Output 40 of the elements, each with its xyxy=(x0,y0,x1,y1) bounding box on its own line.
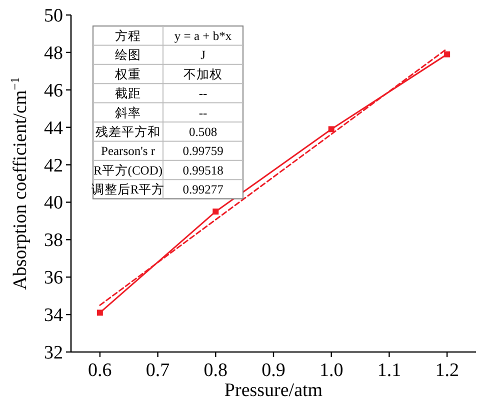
annotation: R平方(COD) xyxy=(93,162,163,178)
annotation: Pearson's r xyxy=(101,144,156,158)
annotation: 0.99277 xyxy=(182,182,224,197)
x-tick-label: 0.8 xyxy=(204,360,228,381)
x-tick-label: 1.0 xyxy=(319,360,344,381)
annotation: 残差平方和 xyxy=(96,124,160,139)
point xyxy=(212,208,219,215)
annotation: 方程 xyxy=(115,28,141,43)
y-tick-label: 36 xyxy=(44,268,63,289)
annotation: 不加权 xyxy=(184,67,222,82)
annotation: -- xyxy=(198,106,208,120)
y-tick-label: 40 xyxy=(44,192,63,214)
point xyxy=(444,51,450,58)
x-tick-label: 1.2 xyxy=(435,360,459,381)
y-tick-label: 50 xyxy=(44,6,63,26)
y-tick-label: 48 xyxy=(44,42,63,64)
point xyxy=(328,126,334,132)
annotation: y = a + b*x xyxy=(174,29,232,43)
x-tick-label: 0.9 xyxy=(262,360,286,381)
y-tick-label: 42 xyxy=(44,155,63,176)
annotation: 权重 xyxy=(114,67,141,82)
annotation: 绘图 xyxy=(115,48,141,62)
y-tick-label: 38 xyxy=(44,230,63,252)
annotation: J xyxy=(200,48,206,62)
y-tick-label: 44 xyxy=(44,118,64,139)
y-tick-label: 32 xyxy=(44,342,63,364)
y-tick-label: 46 xyxy=(44,80,63,102)
annotation: 截距 xyxy=(115,86,141,101)
annotation: 0.99759 xyxy=(182,144,224,158)
x-tick-label: 1.1 xyxy=(377,360,402,381)
x-tick-label: 0.7 xyxy=(146,360,170,381)
annotation: 0.508 xyxy=(188,125,218,139)
annotation: -- xyxy=(198,86,208,101)
y-tick-label: 34 xyxy=(44,305,64,326)
x-tick-label: 0.6 xyxy=(88,360,112,381)
annotation: 0.99518 xyxy=(182,163,224,178)
point xyxy=(96,310,103,316)
x-axis-title: Pressure/atm xyxy=(224,380,323,401)
annotation: 调整后R平方 xyxy=(91,182,165,197)
annotation: 斜率 xyxy=(115,104,141,120)
